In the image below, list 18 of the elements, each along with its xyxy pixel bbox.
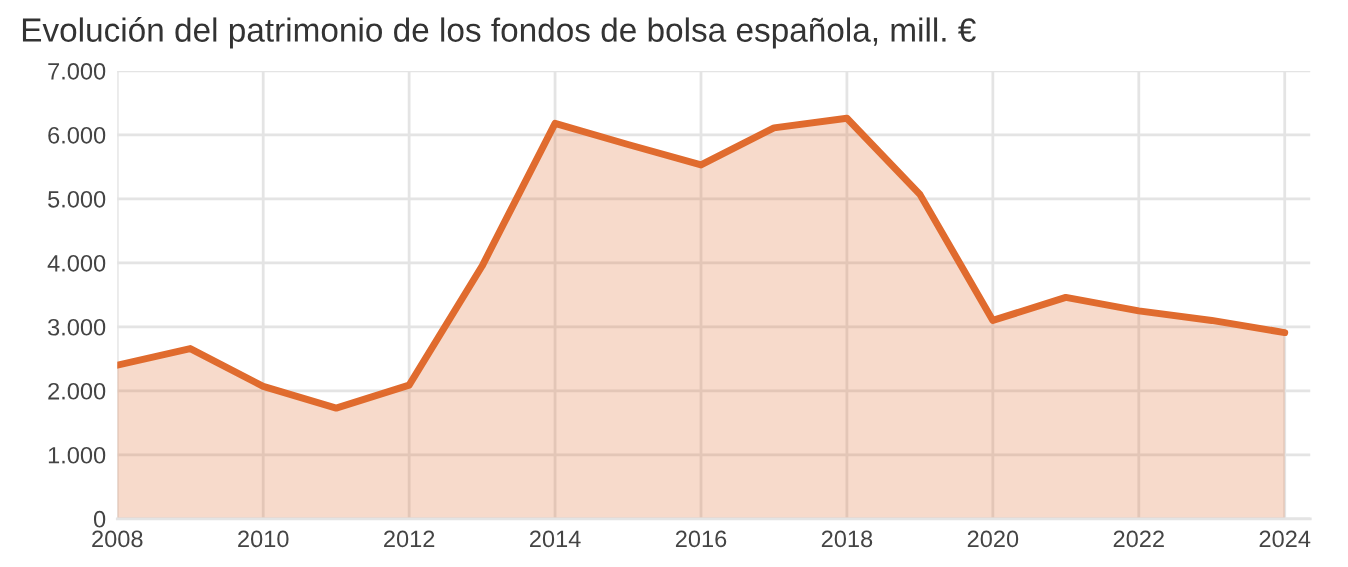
y-tick-label: 7.000 <box>48 62 106 80</box>
x-tick-label: 2012 <box>384 530 435 548</box>
y-tick-label: 0 <box>93 510 106 528</box>
y-tick-label: 6.000 <box>48 126 106 144</box>
chart-title: Evolución del patrimonio de los fondos de bolsa española, mill. € <box>22 17 976 49</box>
x-tick-label: 2022 <box>1113 530 1164 548</box>
y-tick-label: 1.000 <box>48 446 106 464</box>
y-tick-label: 5.000 <box>48 190 106 208</box>
x-tick-label: 2024 <box>1259 530 1311 548</box>
x-tick-label: 2018 <box>821 530 873 548</box>
x-tick-label: 2020 <box>967 530 1019 548</box>
y-tick-label: 4.000 <box>47 254 106 272</box>
x-tick-label: 2008 <box>92 530 143 548</box>
x-tick-label: 2014 <box>529 530 581 548</box>
x-tick-label: 2016 <box>675 530 727 548</box>
y-tick-label: 2.000 <box>48 382 106 400</box>
y-tick-label: 3.000 <box>47 318 106 336</box>
x-tick-label: 2010 <box>238 530 289 548</box>
